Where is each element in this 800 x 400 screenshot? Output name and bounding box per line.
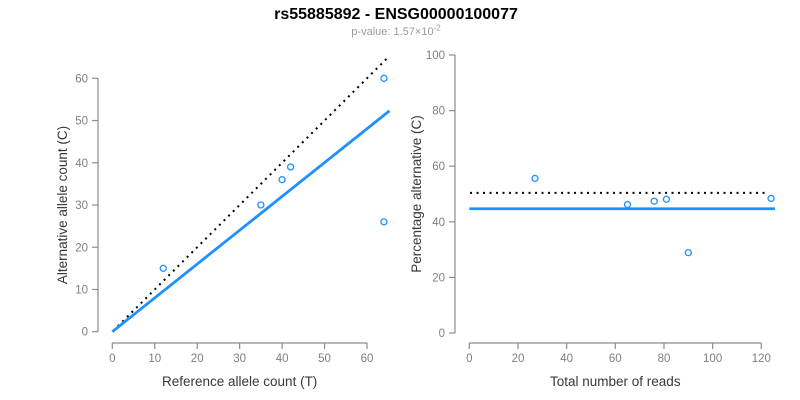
x-tick-label: 0: [109, 353, 115, 365]
x-tick-label: 60: [609, 353, 622, 365]
x-tick-label: 30: [233, 353, 246, 365]
x-axis-title: Reference allele count (T): [162, 374, 317, 389]
y-tick-label: 100: [426, 50, 445, 62]
y-tick-label: 0: [82, 327, 88, 339]
pvalue-exponent: -2: [433, 23, 441, 33]
y-tick-label: 20: [432, 272, 445, 284]
x-axis-title: Total number of reads: [550, 374, 681, 389]
data-point: [531, 174, 539, 183]
y-tick-label: 50: [75, 116, 88, 128]
chart-subtitle: p-value: 1.57×10-2: [0, 23, 792, 38]
y-axis-title: Percentage alternative (C): [409, 115, 424, 273]
chart-title: rs55885892 - ENSG00000100077: [274, 6, 518, 23]
x-tick-label: 120: [752, 353, 771, 365]
x-tick-label: 10: [148, 353, 161, 365]
percentage-panel: 0 20 40 60 80 100 0 20 40 60 80 100 120 Total number …: [409, 50, 775, 389]
data-point: [650, 197, 658, 205]
data-point: [380, 74, 388, 82]
data-point: [662, 195, 671, 203]
y-tick-label: 40: [432, 217, 445, 229]
y-tick-label: 80: [432, 106, 445, 118]
data-point: [684, 249, 692, 257]
expected-identity-line: [112, 55, 391, 332]
y-tick-label: 0: [439, 328, 445, 340]
allele-counts-panel: 0 10 20 30 40 50 60 0 10 20 30 40 50 60 Reference alle…: [55, 55, 391, 389]
data-point: [767, 194, 775, 203]
y-tick-label: 30: [75, 200, 88, 212]
y-tick-label: 40: [75, 158, 88, 170]
data-point: [380, 218, 388, 226]
y-tick-label: 60: [432, 161, 445, 173]
x-tick-label: 20: [191, 353, 204, 365]
x-tick-label: 40: [560, 353, 573, 365]
x-tick-label: 50: [318, 353, 331, 365]
y-tick-label: 60: [75, 73, 88, 85]
fitted-ratio-line: [111, 109, 391, 333]
data-point: [286, 163, 295, 171]
data-point: [257, 201, 265, 209]
y-tick-label: 10: [75, 284, 88, 296]
x-tick-label: 20: [512, 353, 525, 365]
x-tick-label: 100: [703, 353, 722, 365]
x-tick-label: 80: [658, 353, 671, 365]
data-point: [159, 264, 167, 273]
y-tick-label: 20: [75, 242, 88, 254]
x-tick-label: 40: [276, 353, 289, 365]
data-point: [623, 200, 632, 209]
x-tick-label: 60: [361, 353, 374, 365]
pvalue-text: p-value: 1.57×10: [351, 26, 434, 38]
data-point: [278, 176, 286, 184]
x-tick-label: 0: [466, 353, 472, 365]
y-axis-title: Alternative allele count (C): [55, 126, 70, 284]
